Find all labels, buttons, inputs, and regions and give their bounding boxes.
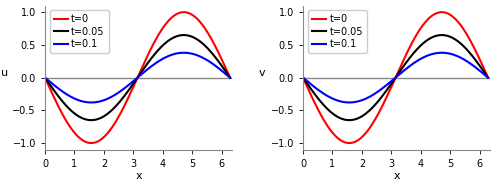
t=0.05 bbox=[384, 89, 390, 91]
t=0.05 bbox=[227, 76, 233, 79]
t=0 bbox=[166, 19, 172, 22]
t=0.05 bbox=[333, 115, 339, 117]
t=0.1 bbox=[180, 52, 186, 54]
t=0.1 bbox=[346, 101, 352, 104]
t=0 bbox=[227, 76, 233, 79]
t=0.1 bbox=[440, 52, 446, 54]
Line: t=0: t=0 bbox=[45, 12, 230, 143]
t=0 bbox=[346, 142, 352, 144]
X-axis label: x: x bbox=[393, 171, 400, 181]
t=0.1 bbox=[227, 76, 233, 79]
t=0.1 bbox=[384, 84, 390, 86]
t=0.05 bbox=[90, 119, 96, 121]
Line: t=0.05: t=0.05 bbox=[45, 35, 230, 120]
t=0 bbox=[152, 41, 158, 43]
t=0.05 bbox=[152, 53, 158, 56]
t=0 bbox=[333, 135, 339, 137]
t=0 bbox=[88, 142, 94, 144]
t=0 bbox=[126, 95, 132, 97]
t=0.1 bbox=[42, 76, 48, 79]
t=0.1 bbox=[88, 101, 94, 104]
t=0.1 bbox=[410, 63, 416, 65]
t=0.1 bbox=[348, 101, 354, 104]
t=0.05 bbox=[438, 34, 444, 36]
t=0 bbox=[424, 19, 430, 22]
t=0.1 bbox=[166, 55, 172, 57]
t=0.1 bbox=[300, 76, 306, 79]
t=0 bbox=[438, 11, 444, 13]
t=0.05 bbox=[182, 34, 188, 36]
t=0.1 bbox=[424, 55, 430, 57]
t=0 bbox=[182, 11, 188, 13]
t=0.05 bbox=[485, 76, 491, 79]
t=0 bbox=[74, 135, 80, 137]
t=0 bbox=[90, 142, 96, 144]
t=0.05 bbox=[74, 115, 80, 117]
t=0.05 bbox=[166, 39, 172, 42]
Y-axis label: v: v bbox=[259, 68, 266, 78]
t=0.05 bbox=[424, 39, 430, 42]
t=0 bbox=[485, 76, 491, 79]
t=0 bbox=[384, 95, 390, 97]
t=0.05 bbox=[348, 119, 354, 121]
t=0.05 bbox=[180, 34, 186, 36]
t=0.05 bbox=[410, 53, 416, 56]
t=0.05 bbox=[346, 119, 352, 121]
t=0.1 bbox=[182, 52, 188, 54]
t=0.1 bbox=[333, 99, 339, 101]
t=0.1 bbox=[90, 101, 96, 104]
t=0 bbox=[440, 11, 446, 13]
t=0 bbox=[42, 76, 48, 79]
t=0.05 bbox=[88, 119, 94, 121]
t=0 bbox=[410, 41, 416, 43]
t=0.1 bbox=[74, 99, 80, 101]
t=0.05 bbox=[300, 76, 306, 79]
t=0.1 bbox=[485, 76, 491, 79]
X-axis label: x: x bbox=[135, 171, 142, 181]
Line: t=0.05: t=0.05 bbox=[303, 35, 488, 120]
Line: t=0.1: t=0.1 bbox=[303, 53, 488, 102]
t=0.05 bbox=[440, 34, 446, 36]
Line: t=0.1: t=0.1 bbox=[45, 53, 230, 102]
t=0.05 bbox=[42, 76, 48, 79]
Legend: t=0, t=0.05, t=0.1: t=0, t=0.05, t=0.1 bbox=[50, 10, 108, 53]
t=0.1 bbox=[438, 52, 444, 54]
t=0.1 bbox=[126, 84, 132, 86]
Line: t=0: t=0 bbox=[303, 12, 488, 143]
t=0 bbox=[300, 76, 306, 79]
Y-axis label: u: u bbox=[0, 68, 7, 78]
t=0.1 bbox=[152, 63, 158, 65]
Legend: t=0, t=0.05, t=0.1: t=0, t=0.05, t=0.1 bbox=[308, 10, 366, 53]
t=0 bbox=[348, 142, 354, 144]
t=0.05 bbox=[126, 89, 132, 91]
t=0 bbox=[180, 11, 186, 13]
